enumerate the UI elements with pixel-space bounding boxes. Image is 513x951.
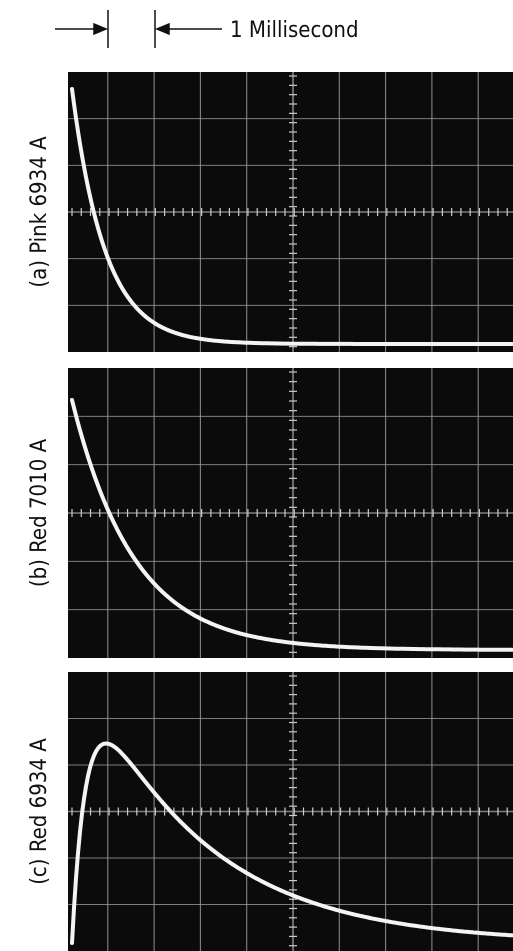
scope-panel xyxy=(68,72,513,352)
trace xyxy=(70,87,513,346)
panel-label: (b) Red 7010 A xyxy=(27,438,52,587)
scale-marker xyxy=(55,10,222,48)
scale-arrowhead xyxy=(93,22,108,36)
scale-label: 1 Millisecond xyxy=(230,18,359,43)
scope-panel xyxy=(68,672,513,951)
trace xyxy=(70,741,513,945)
panel-label: (a) Pink 6934 A xyxy=(27,136,52,288)
panel-label: (c) Red 6934 A xyxy=(27,738,52,885)
scope-panel xyxy=(68,368,513,658)
scale-arrowhead xyxy=(155,22,170,36)
trace xyxy=(70,398,513,652)
